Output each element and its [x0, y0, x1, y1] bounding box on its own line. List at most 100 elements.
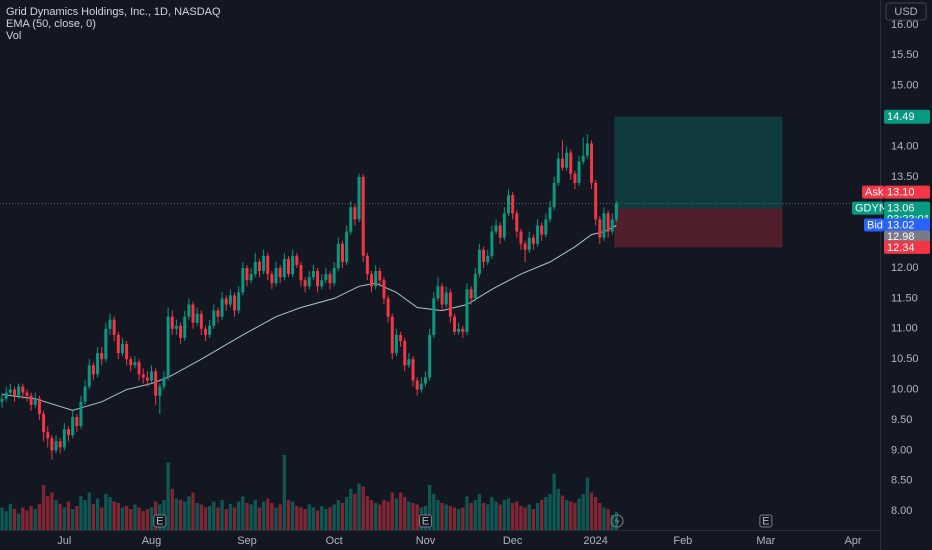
indicator-label: Vol: [6, 30, 21, 42]
volume-bar: [506, 498, 511, 530]
candle-body: [50, 438, 54, 451]
y-tick-label: 10.00: [891, 384, 919, 396]
volume-bar: [141, 511, 145, 530]
candle-body: [448, 292, 452, 317]
candle-body: [137, 362, 141, 375]
volume-bar: [403, 497, 407, 530]
x-tick-label: Oct: [326, 535, 343, 547]
candle-body: [100, 353, 104, 360]
candle-body: [220, 298, 224, 317]
candle-body: [183, 316, 187, 338]
candle-body: [245, 268, 249, 281]
candle-body: [282, 258, 286, 278]
candle-body: [349, 207, 353, 232]
candle-body: [457, 328, 461, 332]
candle-body: [453, 316, 457, 332]
candle-body: [299, 265, 303, 281]
target-price-box: [884, 109, 930, 124]
candle-body: [519, 231, 523, 244]
volume-bar: [320, 506, 324, 530]
candle-body: [419, 383, 423, 390]
earnings-label: E: [762, 515, 769, 527]
volume-bar: [340, 503, 345, 530]
candle-body: [29, 395, 33, 405]
volume-bar: [133, 504, 137, 530]
volume-bar: [286, 500, 291, 530]
entry-price-text: 12.98: [887, 231, 915, 243]
volume-bar: [33, 509, 37, 530]
candle-body: [357, 176, 361, 220]
candle-body: [311, 271, 315, 278]
volume-bar: [257, 507, 262, 530]
stop-price-text: 12.34: [887, 242, 915, 254]
volume-bar: [448, 506, 453, 530]
volume-bar: [261, 501, 266, 530]
candle-body: [577, 161, 581, 183]
candle-body: [199, 313, 203, 329]
volume-bar: [41, 485, 46, 530]
candle-body: [286, 258, 290, 275]
volume-bar: [473, 500, 477, 530]
last-price: 13.06: [887, 203, 915, 215]
volume-bar: [207, 506, 212, 530]
currency[interactable]: USD: [894, 6, 917, 18]
volume-bar: [369, 500, 374, 530]
candle-body: [340, 243, 344, 262]
volume-bar: [378, 504, 382, 530]
candle-body: [228, 295, 232, 305]
volume-bar: [394, 498, 399, 530]
candle-body: [278, 268, 282, 278]
volume-bar: [411, 503, 415, 530]
candle-body: [490, 231, 494, 256]
volume-bar: [137, 507, 141, 530]
volume-bar: [170, 488, 174, 530]
candle-body: [21, 386, 25, 393]
candle-body: [37, 398, 41, 414]
volume-bar: [336, 500, 340, 530]
volume-bar: [220, 500, 224, 530]
volume-bar: [174, 498, 179, 530]
candle-body: [610, 219, 614, 232]
ask-price-box: [884, 185, 930, 199]
candle-body: [233, 295, 237, 311]
volume-bar: [120, 507, 125, 530]
currency-box[interactable]: [885, 2, 927, 21]
volume-bar: [540, 500, 544, 530]
volume-bar: [386, 501, 390, 530]
candle-body: [91, 365, 95, 375]
candle-body: [307, 277, 311, 287]
candle-body: [506, 195, 510, 214]
y-tick-label: 10.50: [891, 353, 919, 365]
volume-bar: [116, 503, 120, 530]
candle-body: [13, 389, 17, 396]
icon-bolt: [614, 516, 620, 526]
replay-icon[interactable]: [610, 514, 624, 528]
volume-bar: [191, 492, 195, 530]
candle-body: [415, 380, 419, 390]
candle-body: [145, 377, 149, 381]
volume-bar: [432, 494, 436, 530]
volume-bar: [415, 504, 419, 530]
volume-bar: [8, 503, 13, 530]
volume-bar: [178, 500, 183, 530]
volume-bar: [307, 504, 311, 530]
earnings-marker: [418, 514, 432, 528]
volume-bar: [303, 509, 307, 530]
volume-bar: [560, 495, 565, 530]
volume-bar: [465, 496, 469, 530]
candle-body: [166, 316, 170, 378]
volume-bar: [166, 462, 170, 530]
candle-body: [486, 255, 490, 262]
candle-body: [241, 268, 245, 293]
candle-body: [208, 325, 212, 335]
candle-body: [569, 152, 573, 174]
candle-body: [54, 441, 58, 451]
candle-body: [295, 255, 299, 265]
candle-body: [440, 286, 444, 305]
earnings-label: E: [422, 515, 429, 527]
volume-bar: [552, 473, 556, 530]
volume-bar: [12, 509, 17, 530]
candle-body: [62, 429, 66, 448]
volume-bar: [461, 507, 465, 530]
